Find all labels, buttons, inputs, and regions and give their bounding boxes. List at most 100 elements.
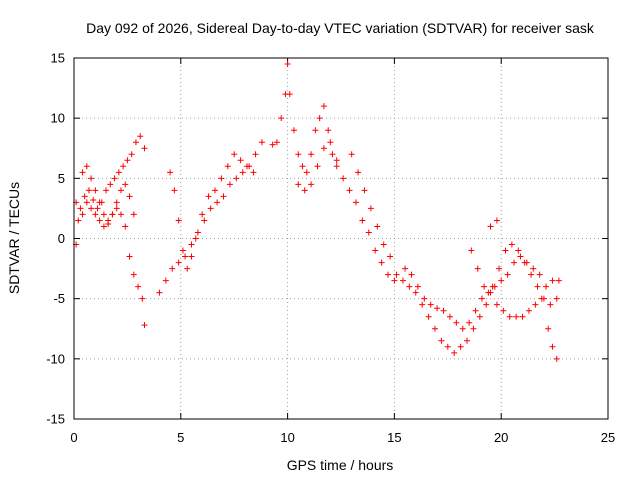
data-point xyxy=(402,265,409,272)
data-point xyxy=(124,157,131,164)
data-point xyxy=(352,199,359,206)
data-point xyxy=(547,301,554,308)
data-point xyxy=(128,151,135,158)
data-point xyxy=(295,151,302,158)
data-point xyxy=(220,193,227,200)
data-point xyxy=(103,187,110,194)
data-point xyxy=(314,163,321,170)
data-point xyxy=(194,229,201,236)
data-point xyxy=(132,139,139,146)
x-tick-label: 20 xyxy=(494,430,508,445)
data-point xyxy=(171,187,178,194)
data-point xyxy=(188,253,195,260)
data-point xyxy=(252,151,259,158)
data-point xyxy=(483,301,490,308)
data-point xyxy=(459,325,466,332)
data-point xyxy=(472,307,479,314)
data-point xyxy=(513,313,520,320)
data-point xyxy=(130,271,137,278)
data-point xyxy=(491,283,498,290)
data-point xyxy=(474,265,481,272)
data-point xyxy=(79,169,86,176)
data-point xyxy=(419,301,426,308)
data-point xyxy=(464,337,471,344)
data-point xyxy=(434,305,441,312)
data-point xyxy=(412,289,419,296)
y-tick-label: -10 xyxy=(46,351,65,366)
data-point xyxy=(329,151,336,158)
data-point xyxy=(269,141,276,148)
data-point xyxy=(83,199,90,206)
data-point xyxy=(94,205,101,212)
data-point xyxy=(440,307,447,314)
data-point xyxy=(327,139,334,146)
data-point xyxy=(130,211,137,218)
data-point xyxy=(496,265,503,272)
data-point xyxy=(211,187,218,194)
data-point xyxy=(367,205,374,212)
data-point xyxy=(444,343,451,350)
data-point xyxy=(105,221,112,228)
data-point xyxy=(553,295,560,302)
data-point xyxy=(523,259,530,266)
data-point xyxy=(393,271,400,278)
data-point xyxy=(184,265,191,272)
data-point xyxy=(188,241,195,248)
data-point xyxy=(525,307,532,314)
x-tick-label: 5 xyxy=(177,430,184,445)
data-point xyxy=(384,271,391,278)
data-point xyxy=(545,325,552,332)
data-point xyxy=(250,169,257,176)
series-track-f xyxy=(273,61,340,176)
data-point xyxy=(487,223,494,230)
data-point xyxy=(378,259,385,266)
data-point xyxy=(111,175,118,182)
data-point xyxy=(481,283,488,290)
data-point xyxy=(273,139,280,146)
x-axis-label: GPS time / hours xyxy=(287,457,394,473)
chart-title: Day 092 of 2026, Sidereal Day-to-day VTE… xyxy=(86,20,595,36)
data-point xyxy=(340,175,347,182)
data-point xyxy=(90,196,97,203)
data-point xyxy=(137,133,144,140)
y-tick-label: -5 xyxy=(53,291,65,306)
data-point xyxy=(126,253,133,260)
data-point xyxy=(346,187,353,194)
series-track-h xyxy=(348,151,560,356)
data-point xyxy=(308,181,315,188)
data-point xyxy=(536,271,543,278)
data-point xyxy=(359,217,366,224)
data-point xyxy=(355,169,362,176)
data-point xyxy=(446,313,453,320)
data-point xyxy=(414,283,421,290)
data-point xyxy=(182,253,189,260)
data-point xyxy=(333,157,340,164)
data-point xyxy=(468,247,475,254)
data-point xyxy=(85,187,92,194)
data-point xyxy=(244,163,251,170)
data-point xyxy=(141,322,148,329)
data-point xyxy=(511,259,518,266)
data-point xyxy=(192,235,199,242)
data-point xyxy=(231,151,238,158)
y-tick-label: 5 xyxy=(58,171,65,186)
data-point xyxy=(476,313,483,320)
data-point xyxy=(333,163,340,170)
data-point xyxy=(175,217,182,224)
data-point xyxy=(286,91,293,98)
data-point xyxy=(291,127,298,134)
data-point xyxy=(508,241,515,248)
data-point xyxy=(543,283,550,290)
data-point xyxy=(295,181,302,188)
data-point xyxy=(506,313,513,320)
data-point xyxy=(218,175,225,182)
data-point xyxy=(316,115,323,122)
data-point xyxy=(517,253,524,260)
data-point xyxy=(81,193,88,200)
data-point xyxy=(117,211,124,218)
data-point xyxy=(498,277,505,284)
x-tick-label: 10 xyxy=(280,430,294,445)
data-point xyxy=(425,313,432,320)
data-point xyxy=(528,271,535,278)
data-point xyxy=(258,139,265,146)
